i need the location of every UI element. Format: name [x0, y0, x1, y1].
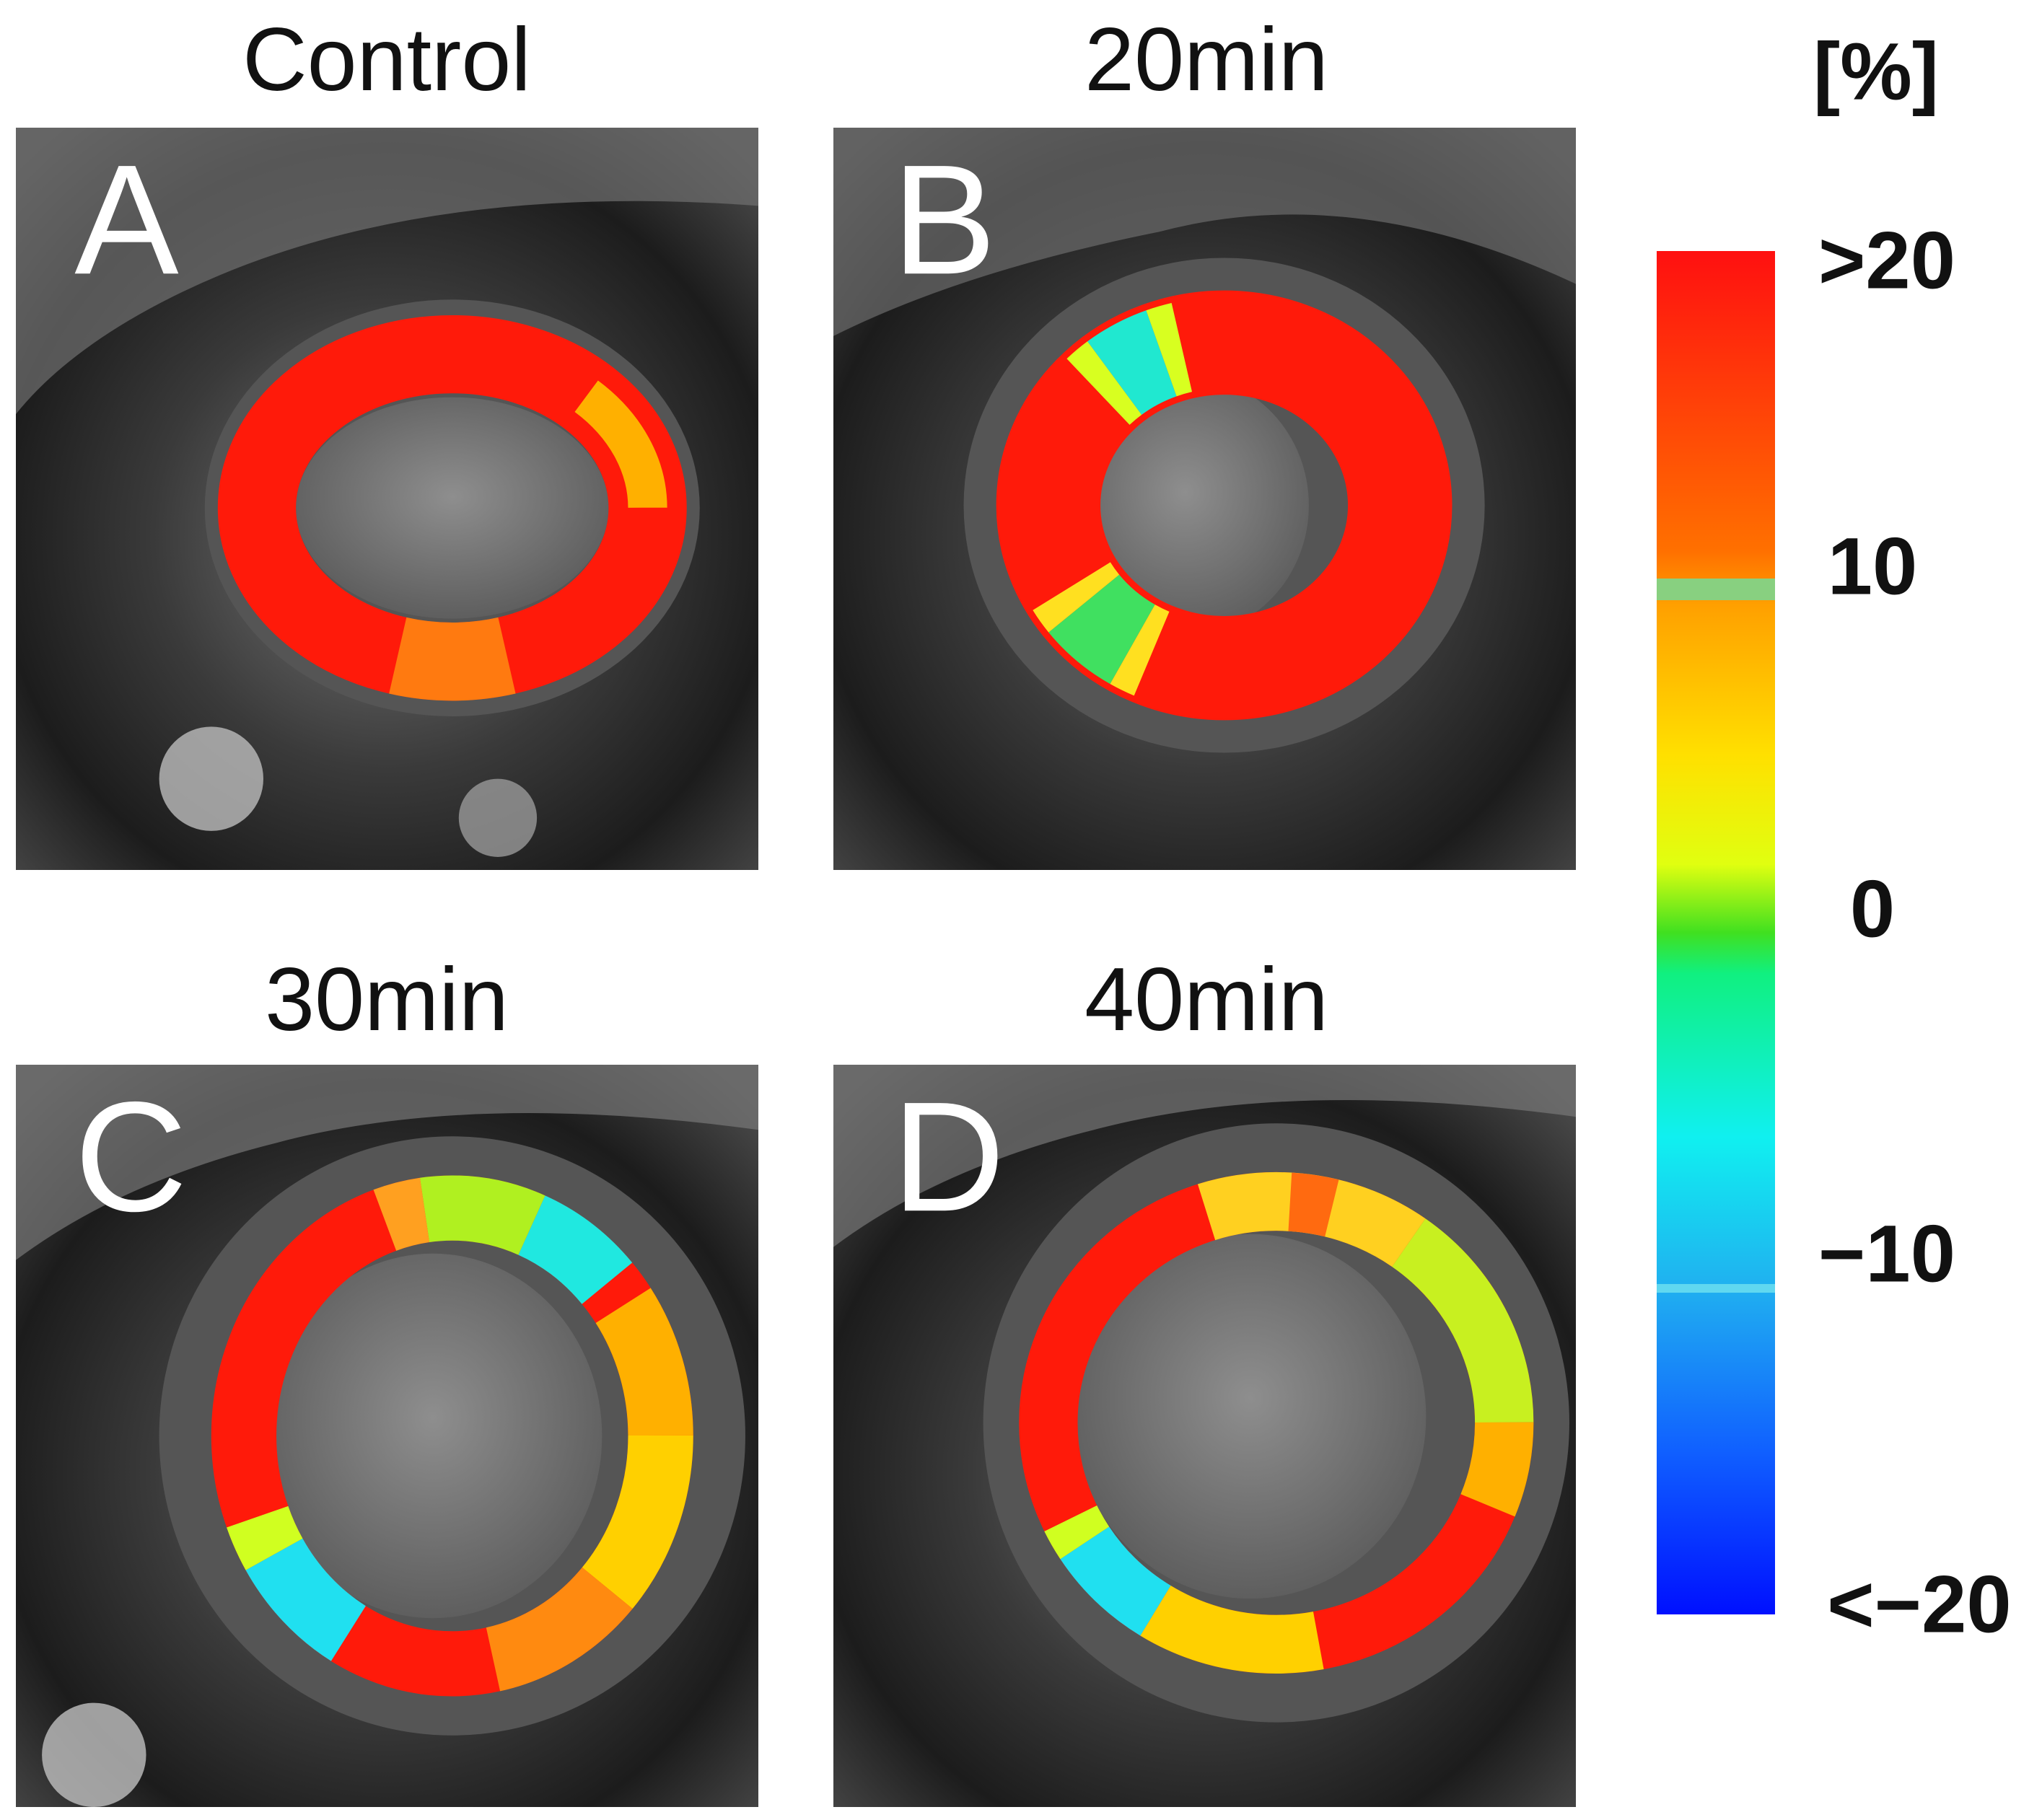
- colorbar-unit: [%]: [1813, 27, 1939, 117]
- colorbar-label: −10: [1818, 1209, 1955, 1299]
- colorbar-marker: [1657, 579, 1775, 600]
- colorbar-label: 10: [1828, 522, 1918, 612]
- colorbar: [%] >20 10 0 −10 <−20: [1657, 27, 2012, 1650]
- colorbar-label: >20: [1818, 216, 1955, 306]
- panel-c: 30min C: [16, 950, 758, 1807]
- colorbar-marker: [1657, 1284, 1775, 1293]
- panel-a: Control A: [16, 10, 758, 870]
- panel-letter: C: [74, 1069, 187, 1244]
- mri-image: B: [833, 128, 1576, 870]
- panel-d: 40min D: [833, 950, 1576, 1807]
- panel-title: 30min: [265, 950, 509, 1050]
- colorbar-label: 0: [1850, 864, 1895, 954]
- mri-image: D: [833, 1065, 1576, 1807]
- mri-image: A: [16, 128, 758, 870]
- panel-b: 20min B: [833, 10, 1576, 870]
- panel-title: Control: [242, 10, 531, 110]
- panel-letter: D: [892, 1069, 1004, 1244]
- panel-title: 20min: [1084, 10, 1328, 110]
- panel-title: 40min: [1084, 950, 1328, 1050]
- colorbar-label: <−20: [1827, 1560, 2011, 1650]
- mri-image: C: [16, 1065, 758, 1807]
- panel-letter: A: [74, 132, 179, 307]
- colorbar-scale: [1657, 251, 1775, 1614]
- panel-letter: B: [892, 132, 996, 307]
